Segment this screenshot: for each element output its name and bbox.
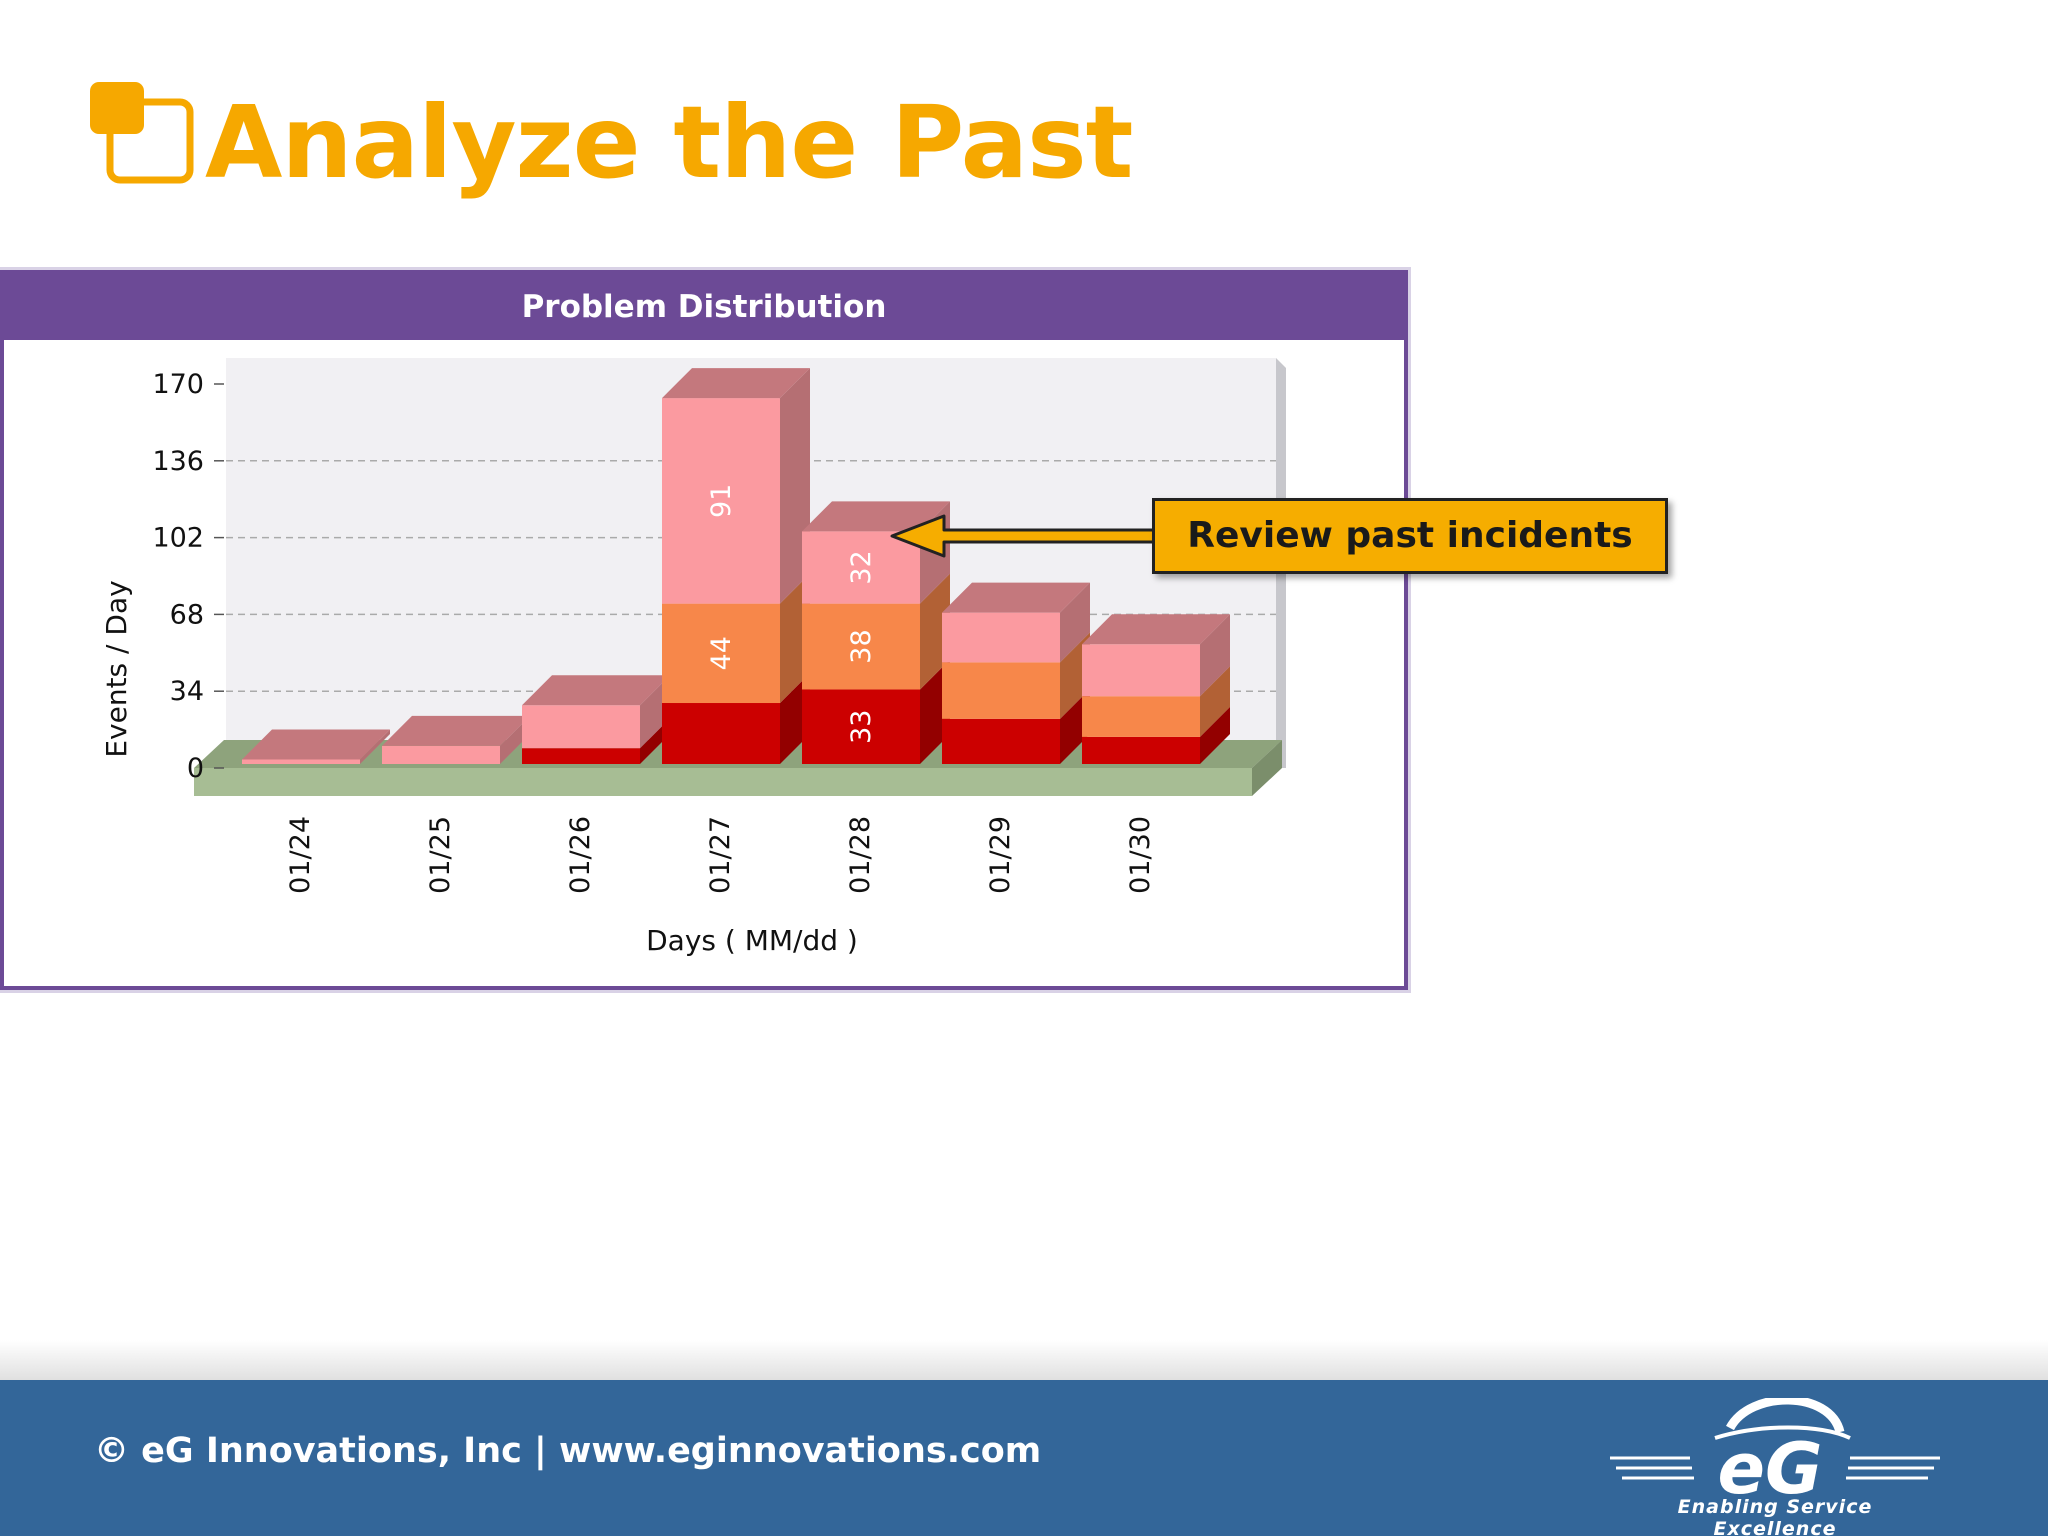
data-label: 38 (846, 629, 877, 663)
x-tick-label: 01/24 (285, 816, 316, 894)
footer-shadow (0, 1340, 2048, 1380)
bar-segment-side (360, 729, 390, 764)
bar-segment-side (1200, 614, 1230, 697)
bar-segment (662, 398, 780, 604)
bar-top (242, 729, 390, 760)
chart-floor-front (194, 768, 1252, 796)
y-axis-title: Events / Day (100, 580, 133, 757)
logo-text: eG (1718, 1428, 1823, 1510)
bar-segment (522, 748, 640, 764)
data-label: 44 (706, 636, 737, 670)
x-tick-label: 01/25 (425, 816, 456, 894)
data-label: 33 (846, 710, 877, 744)
bar-segment (1082, 736, 1200, 764)
callout-box: Review past incidents (1152, 498, 1668, 574)
bar-segment (242, 759, 360, 764)
bar-top (382, 715, 530, 746)
bar-segment (522, 705, 640, 749)
bar-segment (1082, 696, 1200, 737)
x-tick-label: 01/29 (985, 816, 1016, 894)
x-tick-label: 01/28 (845, 816, 876, 894)
data-label: 32 (846, 550, 877, 584)
bar-segment (942, 612, 1060, 663)
bar-segment-side (1200, 666, 1230, 737)
bar-segment (662, 703, 780, 764)
bar-segment-side (1060, 582, 1090, 663)
y-tick-label: 170 (152, 369, 204, 400)
bar-top (1082, 614, 1230, 645)
bar-segment (1082, 644, 1200, 697)
callout-arrow-icon (890, 514, 1156, 558)
bar-top (802, 501, 950, 532)
y-tick-label: 102 (152, 523, 204, 554)
chart-floor-side (1252, 740, 1282, 796)
x-tick-label: 01/27 (705, 816, 736, 894)
logo-tagline: Enabling Service Excellence (1677, 1496, 1873, 1540)
x-tick-label: 01/26 (565, 816, 596, 894)
bar-segment (942, 718, 1060, 764)
y-tick-label: 0 (187, 753, 204, 784)
chart-title: Problem Distribution (4, 274, 1404, 340)
bar-top (522, 675, 670, 706)
title-bullet-icon (90, 82, 194, 184)
bar-segment (662, 603, 780, 704)
bar-segment (802, 531, 920, 604)
bar-segment-side (1200, 706, 1230, 764)
y-tick-label: 68 (170, 599, 204, 630)
bar-segment (942, 662, 1060, 719)
y-tick-label: 136 (152, 446, 204, 477)
eg-logo-icon: eG (1610, 1398, 1940, 1510)
y-tick-label: 34 (170, 676, 204, 707)
chart-panel: Problem Distribution 44 91 33 38 32 170 136 10… (0, 270, 1408, 990)
x-tick-label: 01/30 (1125, 816, 1156, 894)
bar-top (662, 368, 810, 399)
bar-top (942, 582, 1090, 613)
data-label: 91 (706, 484, 737, 518)
bar-segment (802, 603, 920, 690)
footer-copyright: © eG Innovations, Inc | www.eginnovation… (94, 1431, 1042, 1471)
footer-bar: © eG Innovations, Inc | www.eginnovation… (0, 1380, 2048, 1540)
slide-title: Analyze the Past (205, 84, 1133, 201)
bar-segment (802, 689, 920, 764)
problem-distribution-chart: 44 91 33 38 32 170 136 102 68 34 0 01/24 01/25 01/2… (100, 358, 1286, 957)
bar-segment (382, 745, 500, 764)
x-axis-title: Days ( MM/dd ) (646, 924, 858, 957)
